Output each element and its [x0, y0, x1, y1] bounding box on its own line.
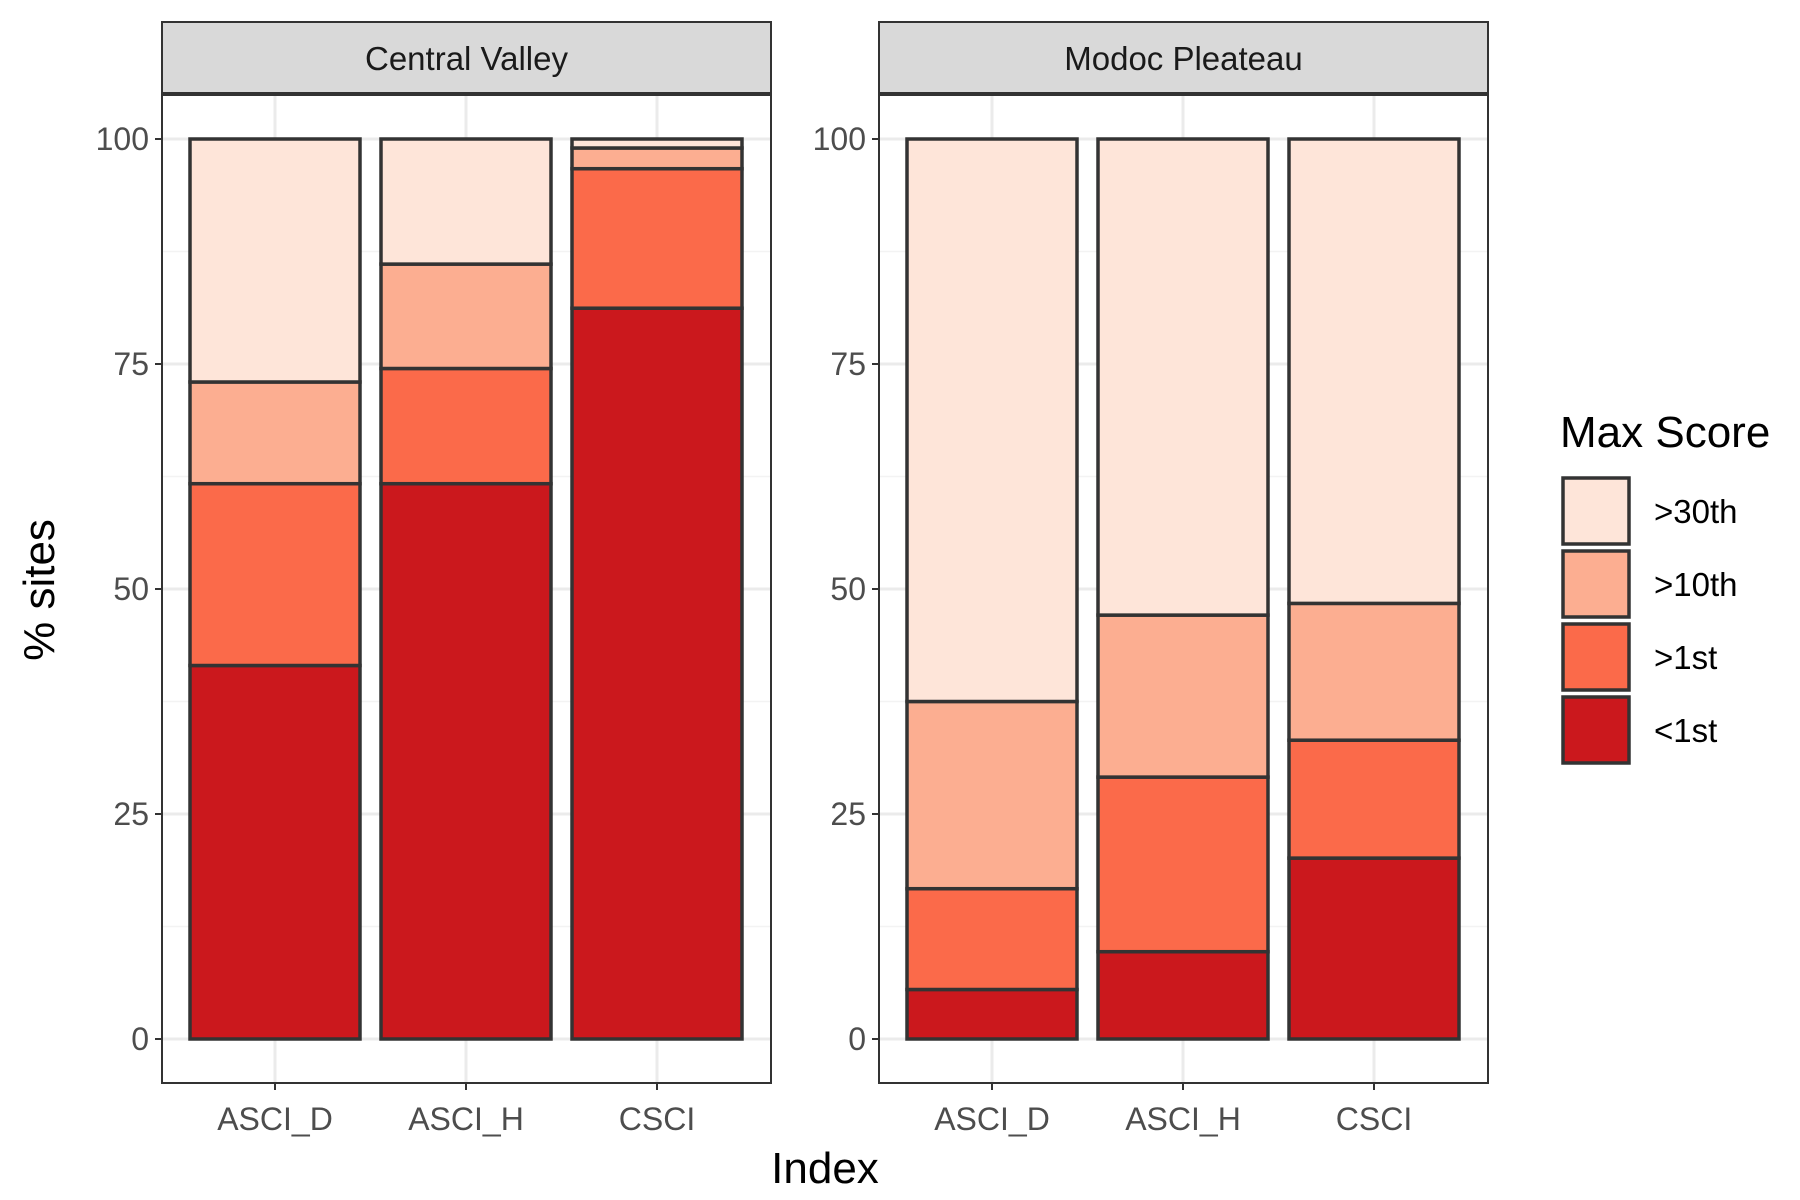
bar-segment [1287, 856, 1461, 1041]
x-tick-label: ASCI_D [217, 1101, 333, 1137]
legend-key [1561, 622, 1631, 692]
x-tick-label: CSCI [619, 1101, 695, 1137]
bar-segment [1287, 738, 1461, 860]
bar-segment [905, 886, 1079, 992]
bar-segment [1287, 137, 1461, 606]
facet-panel: Central Valley 0 25 50 75 100 ASCI_D ASCI_H CSCI [96, 21, 772, 1137]
bar-segment [570, 137, 744, 150]
facet-panel: Modoc Pleateau 0 25 50 75 100 ASCI_D ASCI_H CSCI [813, 21, 1489, 1137]
bar-segment [570, 306, 744, 1041]
x-tick-label: ASCI_D [934, 1101, 1050, 1137]
legend-key [1561, 549, 1631, 619]
y-tick-label: 100 [813, 121, 866, 157]
legend-label: >10th [1654, 566, 1738, 603]
facet-title: Modoc Pleateau [1064, 40, 1303, 77]
y-axis-title: % sites [15, 519, 64, 661]
legend-title: Max Score [1560, 408, 1770, 457]
bar-segment [905, 137, 1079, 704]
bar-segment [570, 166, 744, 310]
bar-segment [1096, 949, 1270, 1041]
bar-segment [379, 366, 553, 486]
bar-segment [188, 663, 362, 1041]
bar-segment [1096, 137, 1270, 617]
facet-panels: Central Valley 0 25 50 75 100 ASCI_D ASCI_H CSCI… [96, 21, 1489, 1137]
bar-segment [379, 262, 553, 371]
y-tick-label: 50 [113, 571, 149, 607]
facet-strip [161, 21, 772, 94]
legend-key [1561, 476, 1631, 546]
y-tick-label: 25 [830, 796, 866, 832]
bar-segment [379, 481, 553, 1041]
x-tick-label: ASCI_H [408, 1101, 524, 1137]
y-tick-label: 0 [131, 1021, 149, 1057]
bar-segment [188, 481, 362, 668]
x-tick-label: CSCI [1336, 1101, 1412, 1137]
y-tick-label: 75 [830, 346, 866, 382]
legend-label: >30th [1654, 493, 1738, 530]
x-axis-title: Index [771, 1144, 879, 1193]
bar-segment [1287, 601, 1461, 742]
x-tick-label: ASCI_H [1125, 1101, 1241, 1137]
bar-segment [1096, 775, 1270, 954]
y-tick-label: 0 [848, 1021, 866, 1057]
y-tick-label: 75 [113, 346, 149, 382]
bar-segment [188, 137, 362, 384]
legend-key [1561, 695, 1631, 765]
facet-strip [878, 21, 1489, 94]
bar-segment [905, 987, 1079, 1041]
bar-segment [188, 380, 362, 486]
bar-segment [905, 699, 1079, 891]
bar-segment [379, 137, 553, 266]
bar-segment [570, 146, 744, 171]
y-tick-label: 50 [830, 571, 866, 607]
y-tick-label: 25 [113, 796, 149, 832]
y-tick-label: 100 [96, 121, 149, 157]
bar-segment [1096, 613, 1270, 779]
legend: Max Score >30th >10th >1st <1st [1560, 408, 1770, 765]
facet-title: Central Valley [365, 40, 568, 77]
legend-label: <1st [1654, 712, 1717, 749]
legend-label: >1st [1654, 639, 1717, 676]
